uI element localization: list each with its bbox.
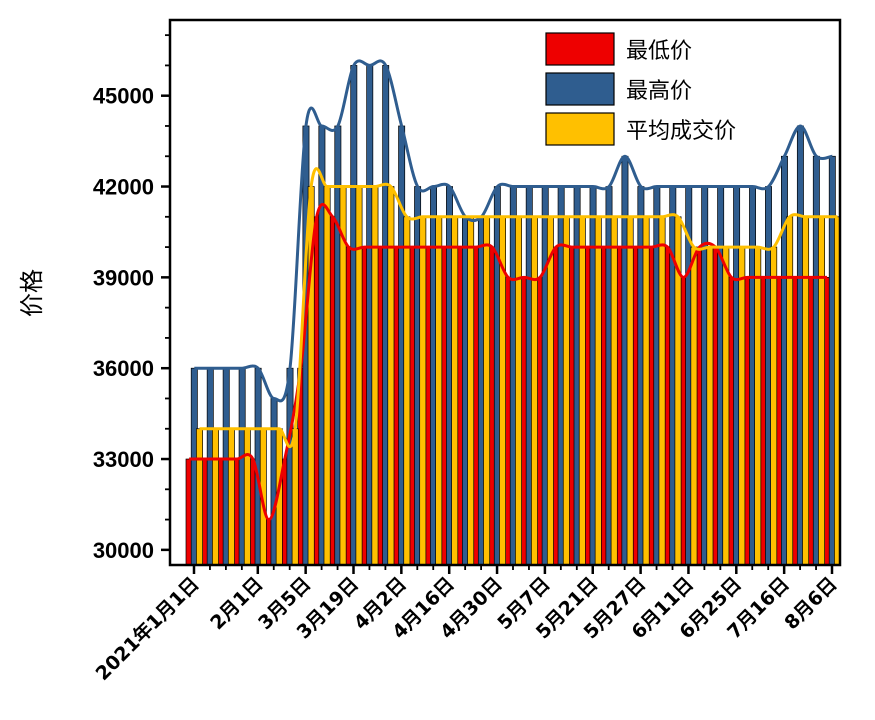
y-tick-label-1: 33000 — [93, 447, 154, 472]
line-avg — [199, 167, 838, 449]
bar-avg-18 — [483, 216, 491, 566]
bar-avg-36 — [770, 246, 778, 566]
bar-avg-32 — [706, 246, 714, 566]
legend-swatch-avg — [545, 112, 615, 146]
bar-avg-28 — [642, 216, 650, 566]
bar-avg-2 — [227, 428, 235, 566]
x-axis: 2021年1月1日 2月1日3月5日3月19日4月2日4月16日4月30日5月7日… — [91, 565, 842, 685]
plot-frame — [168, 18, 842, 567]
smooth-lines-layer — [189, 59, 838, 522]
bar-avg-23 — [562, 216, 570, 566]
bar-avg-29 — [658, 216, 666, 566]
bars-layer — [185, 65, 841, 566]
bar-avg-27 — [626, 216, 634, 566]
bar-avg-6 — [291, 428, 299, 566]
y-tick-label-0: 30000 — [93, 538, 154, 563]
bar-avg-13 — [403, 216, 411, 566]
bar-avg-17 — [467, 216, 475, 566]
bar-avg-1 — [212, 428, 219, 566]
legend-swatch-high — [545, 72, 615, 106]
bar-avg-38 — [802, 216, 810, 566]
x-tick-label-1: 2月1日 — [206, 573, 267, 634]
bar-avg-14 — [419, 216, 427, 566]
bar-avg-22 — [546, 216, 554, 566]
bar-avg-20 — [515, 216, 522, 566]
x-tick-label-0: 2021年1月1日 — [91, 572, 204, 685]
y-tick-label-4: 42000 — [93, 175, 154, 200]
bar-avg-37 — [786, 216, 794, 566]
y-tick-label-5: 45000 — [93, 84, 154, 109]
bar-avg-31 — [690, 246, 698, 566]
bar-avg-35 — [754, 246, 762, 566]
y-tick-label-3: 39000 — [93, 265, 154, 290]
bar-avg-26 — [610, 216, 618, 566]
line-high — [194, 59, 833, 403]
y-tick-label-2: 36000 — [93, 356, 154, 381]
legend-label-low: 最低价 — [626, 39, 692, 64]
bar-avg-34 — [738, 246, 746, 566]
line-low — [189, 202, 828, 522]
bar-avg-21 — [530, 216, 538, 566]
bar-avg-16 — [451, 216, 459, 566]
y-axis: 30000 33000 36000 39000 42000 45000 — [93, 34, 170, 563]
legend-label-avg: 平均成交价 — [626, 119, 736, 144]
bar-avg-3 — [243, 428, 251, 566]
bar-avg-33 — [722, 246, 730, 566]
legend-label-high: 最高价 — [626, 79, 692, 104]
bar-avg-15 — [435, 216, 443, 566]
bar-avg-11 — [371, 186, 379, 566]
x-tick-label-13: 8月6日 — [780, 573, 841, 634]
bar-avg-10 — [355, 186, 363, 566]
bar-avg-0 — [196, 428, 203, 566]
bar-avg-24 — [578, 216, 586, 566]
y-axis-label: 价格 — [18, 269, 46, 317]
bar-avg-12 — [387, 186, 395, 566]
bar-avg-25 — [594, 216, 602, 566]
legend-swatch-low — [545, 32, 615, 66]
bar-avg-8 — [323, 186, 331, 566]
bar-avg-39 — [818, 216, 826, 566]
